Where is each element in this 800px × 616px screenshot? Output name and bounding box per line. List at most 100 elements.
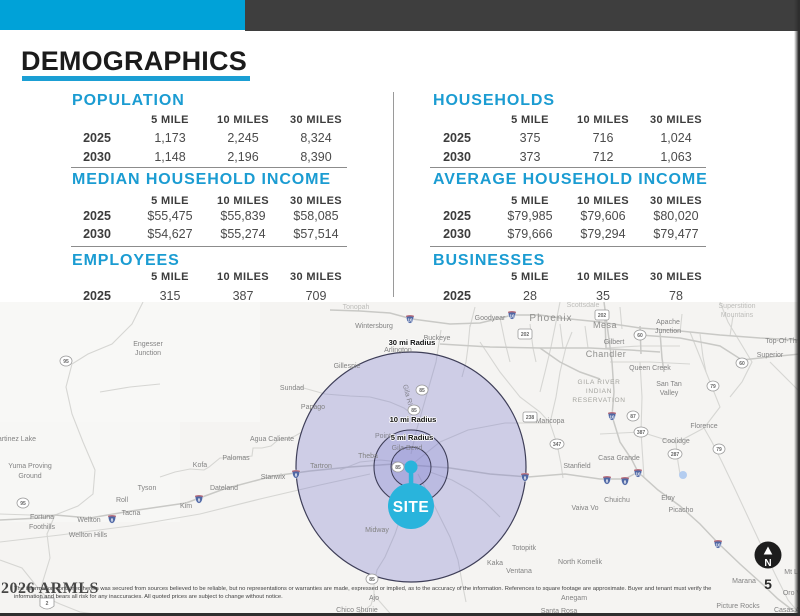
svg-text:10: 10 [715,542,721,547]
svg-text:Scottsdale: Scottsdale [567,302,600,309]
svg-text:Coolidge: Coolidge [662,438,690,445]
svg-text:238: 238 [526,415,535,421]
svg-text:Point: Point [375,433,391,440]
svg-text:Tonopah: Tonopah [343,304,370,311]
svg-text:Kofa: Kofa [193,462,208,469]
svg-text:2: 2 [46,601,49,607]
svg-text:Wintersburg: Wintersburg [355,323,393,330]
svg-text:5 mi Radius: 5 mi Radius [391,433,434,442]
svg-text:85: 85 [419,388,425,394]
svg-text:Queen Creek: Queen Creek [629,365,671,372]
svg-text:Maricopa: Maricopa [536,418,565,425]
svg-text:Wellton: Wellton [77,517,100,524]
svg-text:387: 387 [637,430,646,436]
svg-text:287: 287 [671,452,680,458]
svg-text:202: 202 [521,332,530,338]
svg-text:Eloy: Eloy [661,495,675,502]
svg-text:Ventana: Ventana [506,568,532,575]
svg-text:79: 79 [716,447,722,453]
svg-text:San Tan: San Tan [656,381,682,388]
svg-text:79: 79 [710,384,716,390]
svg-text:SITE: SITE [393,499,429,516]
svg-text:Ground: Ground [18,473,41,480]
svg-text:Agua Caliente: Agua Caliente [250,436,294,443]
svg-text:95: 95 [63,359,69,365]
svg-text:Papago: Papago [301,404,325,411]
svg-text:85: 85 [369,577,375,583]
svg-text:Picacho: Picacho [669,507,694,514]
svg-text:Foothills: Foothills [29,524,56,531]
svg-text:Wellton Hills: Wellton Hills [69,532,108,539]
svg-text:60: 60 [637,333,643,339]
svg-text:Sundad: Sundad [280,385,304,392]
svg-text:10: 10 [635,471,641,476]
svg-text:Gillespie: Gillespie [334,363,361,370]
svg-text:Stanwix: Stanwix [261,474,286,481]
svg-text:Gilbert: Gilbert [604,339,625,346]
svg-text:Stanfield: Stanfield [563,463,590,470]
svg-text:Chuichu: Chuichu [604,497,630,504]
svg-text:10 mi Radius: 10 mi Radius [390,415,437,424]
svg-text:Arlington: Arlington [384,347,412,354]
svg-text:8: 8 [606,478,609,483]
svg-text:Mountains: Mountains [721,312,754,319]
svg-text:Chico Shunie: Chico Shunie [336,607,378,614]
svg-text:Santa Rosa: Santa Rosa [541,608,578,615]
svg-text:87: 87 [630,414,636,420]
svg-text:10: 10 [407,317,413,322]
svg-text:Gila Bend: Gila Bend [392,445,423,452]
svg-text:8: 8 [111,517,114,522]
svg-text:Kim: Kim [180,503,192,510]
svg-text:Anegam: Anegam [561,595,587,602]
svg-text:Tyson: Tyson [138,485,157,492]
svg-text:85: 85 [395,465,401,471]
svg-text:30 mi Radius: 30 mi Radius [389,338,436,347]
svg-text:8: 8 [198,497,201,502]
svg-text:Tacna: Tacna [122,510,141,517]
svg-text:95: 95 [20,501,26,507]
svg-text:Junction: Junction [135,350,161,357]
svg-text:Picture Rocks: Picture Rocks [716,603,760,610]
svg-text:8: 8 [524,475,527,480]
svg-text:Theba: Theba [358,453,378,460]
svg-text:8: 8 [624,479,627,484]
svg-text:Totopitk: Totopitk [512,545,537,552]
svg-text:Marana: Marana [732,578,756,585]
svg-text:Kaka: Kaka [487,560,503,567]
svg-text:10: 10 [609,414,615,419]
svg-text:INDIAN: INDIAN [586,388,612,395]
svg-text:Ajo: Ajo [369,595,379,602]
svg-text:Martinez Lake: Martinez Lake [0,436,36,443]
svg-text:Valley: Valley [660,390,679,397]
svg-text:347: 347 [553,442,562,448]
svg-text:Tartron: Tartron [310,463,332,470]
svg-text:Oro V: Oro V [783,590,800,597]
svg-text:Phoenix: Phoenix [529,313,572,324]
svg-text:North Komelik: North Komelik [558,559,602,566]
svg-text:Chandler: Chandler [586,349,627,359]
svg-text:Palomas: Palomas [222,455,250,462]
svg-text:85: 85 [411,408,417,414]
svg-text:Engesser: Engesser [133,341,163,348]
svg-text:10: 10 [509,313,515,318]
svg-text:RESERVATION: RESERVATION [572,397,625,404]
svg-text:Vaiva Vo: Vaiva Vo [571,505,598,512]
svg-text:202: 202 [598,313,607,319]
svg-text:Mesa: Mesa [593,320,617,330]
svg-text:5: 5 [764,576,772,592]
svg-text:Goodyear: Goodyear [475,315,506,322]
svg-text:Casa Grande: Casa Grande [598,455,640,462]
svg-text:Apache: Apache [656,319,680,326]
svg-text:Fortuna: Fortuna [30,514,54,521]
svg-text:Superstition: Superstition [719,303,756,310]
svg-text:Junction: Junction [655,328,681,335]
svg-text:60: 60 [739,361,745,367]
svg-text:GILA RIVER: GILA RIVER [577,379,620,386]
svg-text:Roll: Roll [116,497,129,504]
svg-text:Superior: Superior [757,352,784,359]
svg-text:Yuma Proving: Yuma Proving [8,463,52,470]
svg-text:Buckeye: Buckeye [424,335,451,342]
svg-text:8: 8 [295,472,298,477]
svg-text:Casas A: Casas A [774,607,800,614]
svg-text:Florence: Florence [690,423,717,430]
